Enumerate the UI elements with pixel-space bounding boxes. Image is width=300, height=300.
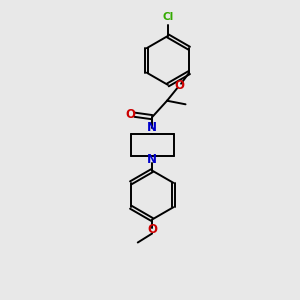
Text: O: O	[147, 224, 157, 236]
Text: O: O	[125, 108, 135, 121]
Text: N: N	[147, 153, 157, 166]
Text: O: O	[175, 79, 184, 92]
Text: Cl: Cl	[162, 13, 173, 22]
Text: N: N	[147, 122, 157, 134]
